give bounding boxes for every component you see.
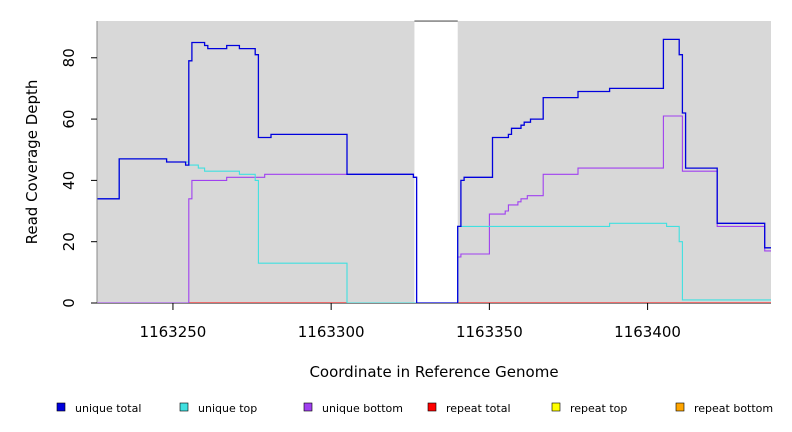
y-axis-title: Read Coverage Depth [23,80,41,245]
legend-swatch [675,402,685,412]
y-tick-label: 0 [60,298,78,308]
legend-item-repeat-total: repeat total [427,402,511,415]
legend-swatch [303,402,313,412]
legend-item-unique-bottom: unique bottom [303,402,403,415]
legend-swatch [56,402,66,412]
y-tick-label: 80 [60,48,78,67]
legend-label: unique bottom [322,402,403,415]
legend-label: repeat bottom [694,402,773,415]
legend-item-repeat-bottom: repeat bottom [675,402,773,415]
legend-item-unique-top: unique top [179,402,257,415]
legend-swatch [179,402,189,412]
x-tick-label: 1163350 [456,323,523,341]
coverage-gap [414,22,458,303]
legend-item-unique-total: unique total [56,402,141,415]
x-tick-label: 1163300 [298,323,365,341]
series-line-unique-total [97,38,771,304]
legend: unique total unique top unique bottom repea… [56,402,773,415]
axes: 0 20 40 60 80 1163250 1163300 1163350 1163400 [60,21,771,341]
x-axis-title: Coordinate in Reference Genome [309,363,558,381]
legend-label: unique total [75,402,141,415]
legend-label: unique top [198,402,257,415]
y-tick-label: 40 [60,171,78,190]
legend-label: repeat top [570,402,627,415]
y-tick-label: 20 [60,232,78,251]
y-tick-label: 60 [60,110,78,129]
x-tick-label: 1163400 [614,323,681,341]
x-tick-label: 1163250 [140,323,207,341]
legend-swatch [551,402,561,412]
series-line-unique-bottom [97,115,771,304]
plot-area [97,20,771,303]
legend-label: repeat total [446,402,511,415]
legend-item-repeat-top: repeat top [551,402,627,415]
legend-swatch [427,402,437,412]
